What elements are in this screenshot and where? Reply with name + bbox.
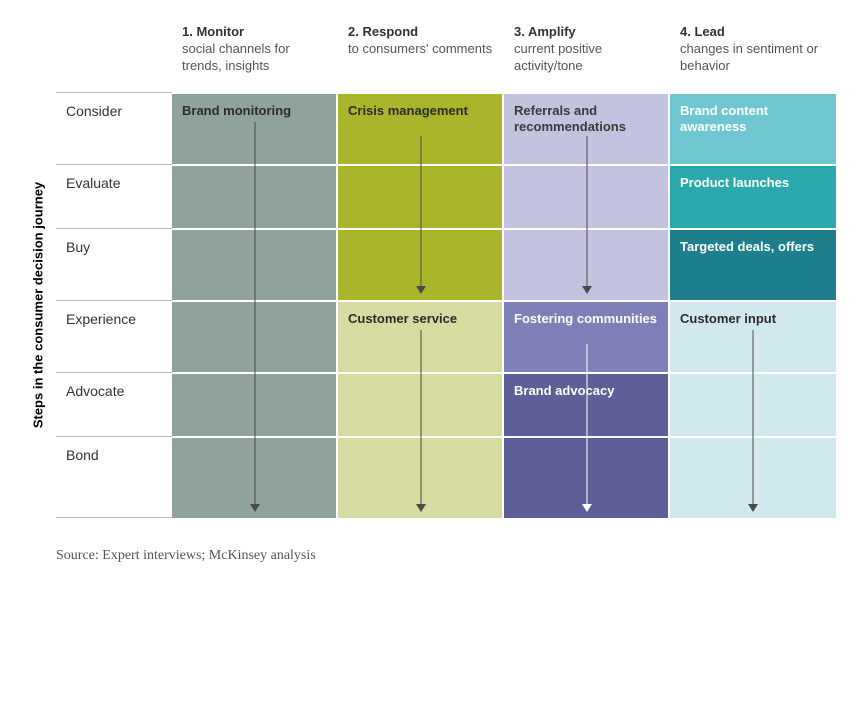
matrix-cell — [504, 228, 670, 300]
matrix-cell — [338, 372, 504, 436]
matrix-cell — [670, 436, 836, 518]
col-num: 3. — [514, 24, 525, 39]
matrix-cell: Product launches — [670, 164, 836, 228]
matrix-cell — [504, 436, 670, 518]
col-title: Respond — [362, 24, 418, 39]
col-header-4: 4. Lead changes in sentiment or behavior — [670, 20, 836, 92]
matrix-cell — [172, 164, 338, 228]
row-label: Experience — [56, 300, 172, 372]
matrix-cell — [504, 164, 670, 228]
matrix-cell: Customer input — [670, 300, 836, 372]
col-header-1: 1. Monitor social channels for trends, i… — [172, 20, 338, 92]
col-num: 2. — [348, 24, 359, 39]
matrix-cell — [172, 436, 338, 518]
source-line: Source: Expert interviews; McKinsey anal… — [20, 548, 830, 564]
col-sub: social channels for trends, insights — [182, 41, 290, 73]
matrix-cell — [172, 300, 338, 372]
matrix-cell — [172, 372, 338, 436]
row-label: Advocate — [56, 372, 172, 436]
matrix-cell: Brand advocacy — [504, 372, 670, 436]
col-num: 4. — [680, 24, 691, 39]
col-num: 1. — [182, 24, 193, 39]
matrix-cell: Targeted deals, offers — [670, 228, 836, 300]
col-sub: changes in sentiment or behavior — [680, 41, 818, 73]
row-label: Bond — [56, 436, 172, 518]
matrix-cell — [670, 372, 836, 436]
matrix-cell: Brand content awareness — [670, 92, 836, 164]
matrix-cell: Fostering communities — [504, 300, 670, 372]
matrix-cell — [172, 228, 338, 300]
matrix-cell: Referrals and recommendations — [504, 92, 670, 164]
matrix-chart: 1. Monitor social channels for trends, i… — [20, 20, 830, 518]
col-sub: to consumers' comments — [348, 41, 492, 56]
col-sub: current positive activity/tone — [514, 41, 602, 73]
matrix-cell — [338, 228, 504, 300]
col-title: Monitor — [196, 24, 244, 39]
col-title: Amplify — [528, 24, 576, 39]
matrix-cell — [338, 164, 504, 228]
matrix-cell: Crisis management — [338, 92, 504, 164]
col-title: Lead — [694, 24, 724, 39]
y-axis-label: Steps in the consumer decision journey — [20, 92, 56, 518]
col-header-3: 3. Amplify current positive activity/ton… — [504, 20, 670, 92]
matrix-cell — [338, 436, 504, 518]
row-label: Consider — [56, 92, 172, 164]
row-label: Evaluate — [56, 164, 172, 228]
col-header-2: 2. Respond to consumers' comments — [338, 20, 504, 92]
y-axis-text: Steps in the consumer decision journey — [31, 182, 46, 428]
row-label: Buy — [56, 228, 172, 300]
matrix-cell: Customer service — [338, 300, 504, 372]
matrix-cell: Brand monitoring — [172, 92, 338, 164]
